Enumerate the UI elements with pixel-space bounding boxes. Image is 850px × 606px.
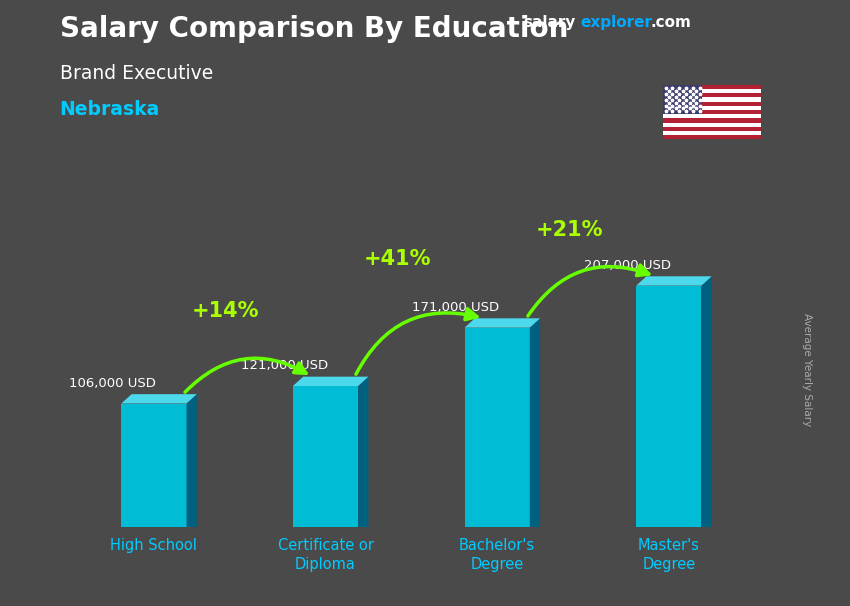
Bar	[663, 85, 761, 89]
Text: Brand Executive: Brand Executive	[60, 64, 212, 82]
Text: Salary Comparison By Education: Salary Comparison By Education	[60, 15, 568, 43]
Polygon shape	[293, 377, 368, 386]
Bar	[663, 135, 761, 139]
Bar	[663, 110, 761, 114]
Bar	[663, 118, 761, 122]
Bar	[663, 106, 761, 110]
Text: .com: .com	[650, 15, 691, 30]
Text: +21%: +21%	[536, 219, 603, 239]
Bar	[663, 102, 761, 106]
Text: +14%: +14%	[192, 301, 260, 321]
Text: explorer: explorer	[581, 15, 653, 30]
Polygon shape	[465, 318, 540, 328]
Polygon shape	[701, 276, 711, 527]
Bar	[663, 131, 761, 135]
Text: 121,000 USD: 121,000 USD	[241, 359, 328, 372]
Bar	[663, 127, 761, 131]
Bar	[663, 85, 702, 114]
Polygon shape	[122, 394, 197, 404]
Text: 207,000 USD: 207,000 USD	[584, 259, 672, 271]
Bar	[663, 114, 761, 118]
Text: salary: salary	[523, 15, 575, 30]
Text: 171,000 USD: 171,000 USD	[412, 301, 500, 314]
Polygon shape	[358, 377, 368, 527]
Polygon shape	[186, 394, 197, 527]
Bar	[293, 386, 358, 527]
Bar	[465, 328, 530, 527]
Text: 106,000 USD: 106,000 USD	[69, 376, 156, 390]
Text: +41%: +41%	[364, 249, 431, 269]
Polygon shape	[530, 318, 540, 527]
Text: Nebraska: Nebraska	[60, 100, 160, 119]
Bar	[663, 98, 761, 102]
Text: Average Yearly Salary: Average Yearly Salary	[802, 313, 812, 426]
Bar	[663, 122, 761, 127]
Polygon shape	[636, 276, 711, 285]
Bar	[663, 93, 761, 98]
Bar	[663, 89, 761, 93]
Bar	[636, 285, 701, 527]
Bar	[122, 404, 186, 527]
